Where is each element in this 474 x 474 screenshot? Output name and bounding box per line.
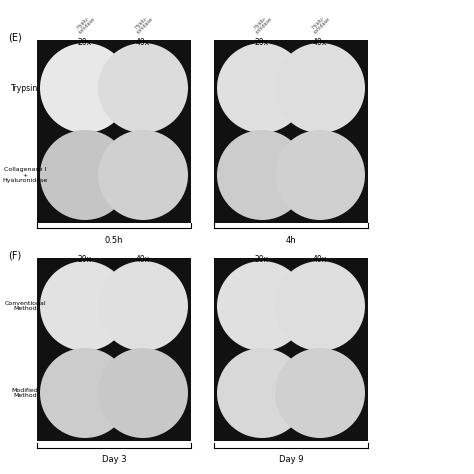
Text: (F): (F): [8, 250, 21, 260]
Bar: [37, 345, 133, 441]
Text: Hyalu-
ronidase: Hyalu- ronidase: [251, 13, 273, 35]
Circle shape: [275, 130, 365, 220]
Circle shape: [98, 130, 188, 220]
Circle shape: [98, 261, 188, 351]
Text: Modified
Method: Modified Method: [12, 388, 38, 399]
Circle shape: [275, 43, 365, 133]
Circle shape: [217, 130, 307, 220]
Bar: [272, 345, 368, 441]
Text: Day 3: Day 3: [102, 456, 126, 465]
Bar: [37, 258, 133, 354]
Circle shape: [40, 43, 130, 133]
Text: Conventional
Method: Conventional Method: [4, 301, 46, 311]
Text: Hyalu-
ronidase: Hyalu- ronidase: [132, 13, 154, 35]
Text: 4h: 4h: [286, 236, 296, 245]
Bar: [214, 345, 310, 441]
Bar: [272, 127, 368, 223]
Circle shape: [275, 261, 365, 351]
Text: 0.5h: 0.5h: [105, 236, 123, 245]
Circle shape: [217, 348, 307, 438]
Bar: [214, 40, 310, 136]
Text: Collagenase I
+
Hyaluronidase: Collagenase I + Hyaluronidase: [2, 167, 47, 183]
Bar: [37, 40, 133, 136]
Circle shape: [98, 43, 188, 133]
Text: 40x: 40x: [136, 255, 150, 264]
Text: 20x: 20x: [255, 37, 269, 46]
Bar: [95, 345, 191, 441]
Text: Hyalu-
ronidase: Hyalu- ronidase: [309, 13, 331, 35]
Bar: [37, 127, 133, 223]
Text: 20x: 20x: [255, 255, 269, 264]
Bar: [272, 258, 368, 354]
Text: Day 9: Day 9: [279, 456, 303, 465]
Text: 40x: 40x: [136, 37, 150, 46]
Text: Hyalu-
ronidase: Hyalu- ronidase: [74, 13, 96, 35]
Bar: [272, 40, 368, 136]
Text: 40x: 40x: [313, 255, 327, 264]
Circle shape: [40, 261, 130, 351]
Circle shape: [217, 43, 307, 133]
Circle shape: [40, 130, 130, 220]
Circle shape: [275, 348, 365, 438]
Bar: [95, 258, 191, 354]
Bar: [214, 127, 310, 223]
Circle shape: [40, 348, 130, 438]
Text: 20x: 20x: [78, 255, 92, 264]
Text: Trypsin: Trypsin: [11, 83, 38, 92]
Bar: [95, 127, 191, 223]
Text: 20x: 20x: [78, 37, 92, 46]
Circle shape: [217, 261, 307, 351]
Bar: [214, 258, 310, 354]
Text: (E): (E): [8, 32, 22, 42]
Text: 40x: 40x: [313, 37, 327, 46]
Circle shape: [98, 348, 188, 438]
Bar: [95, 40, 191, 136]
